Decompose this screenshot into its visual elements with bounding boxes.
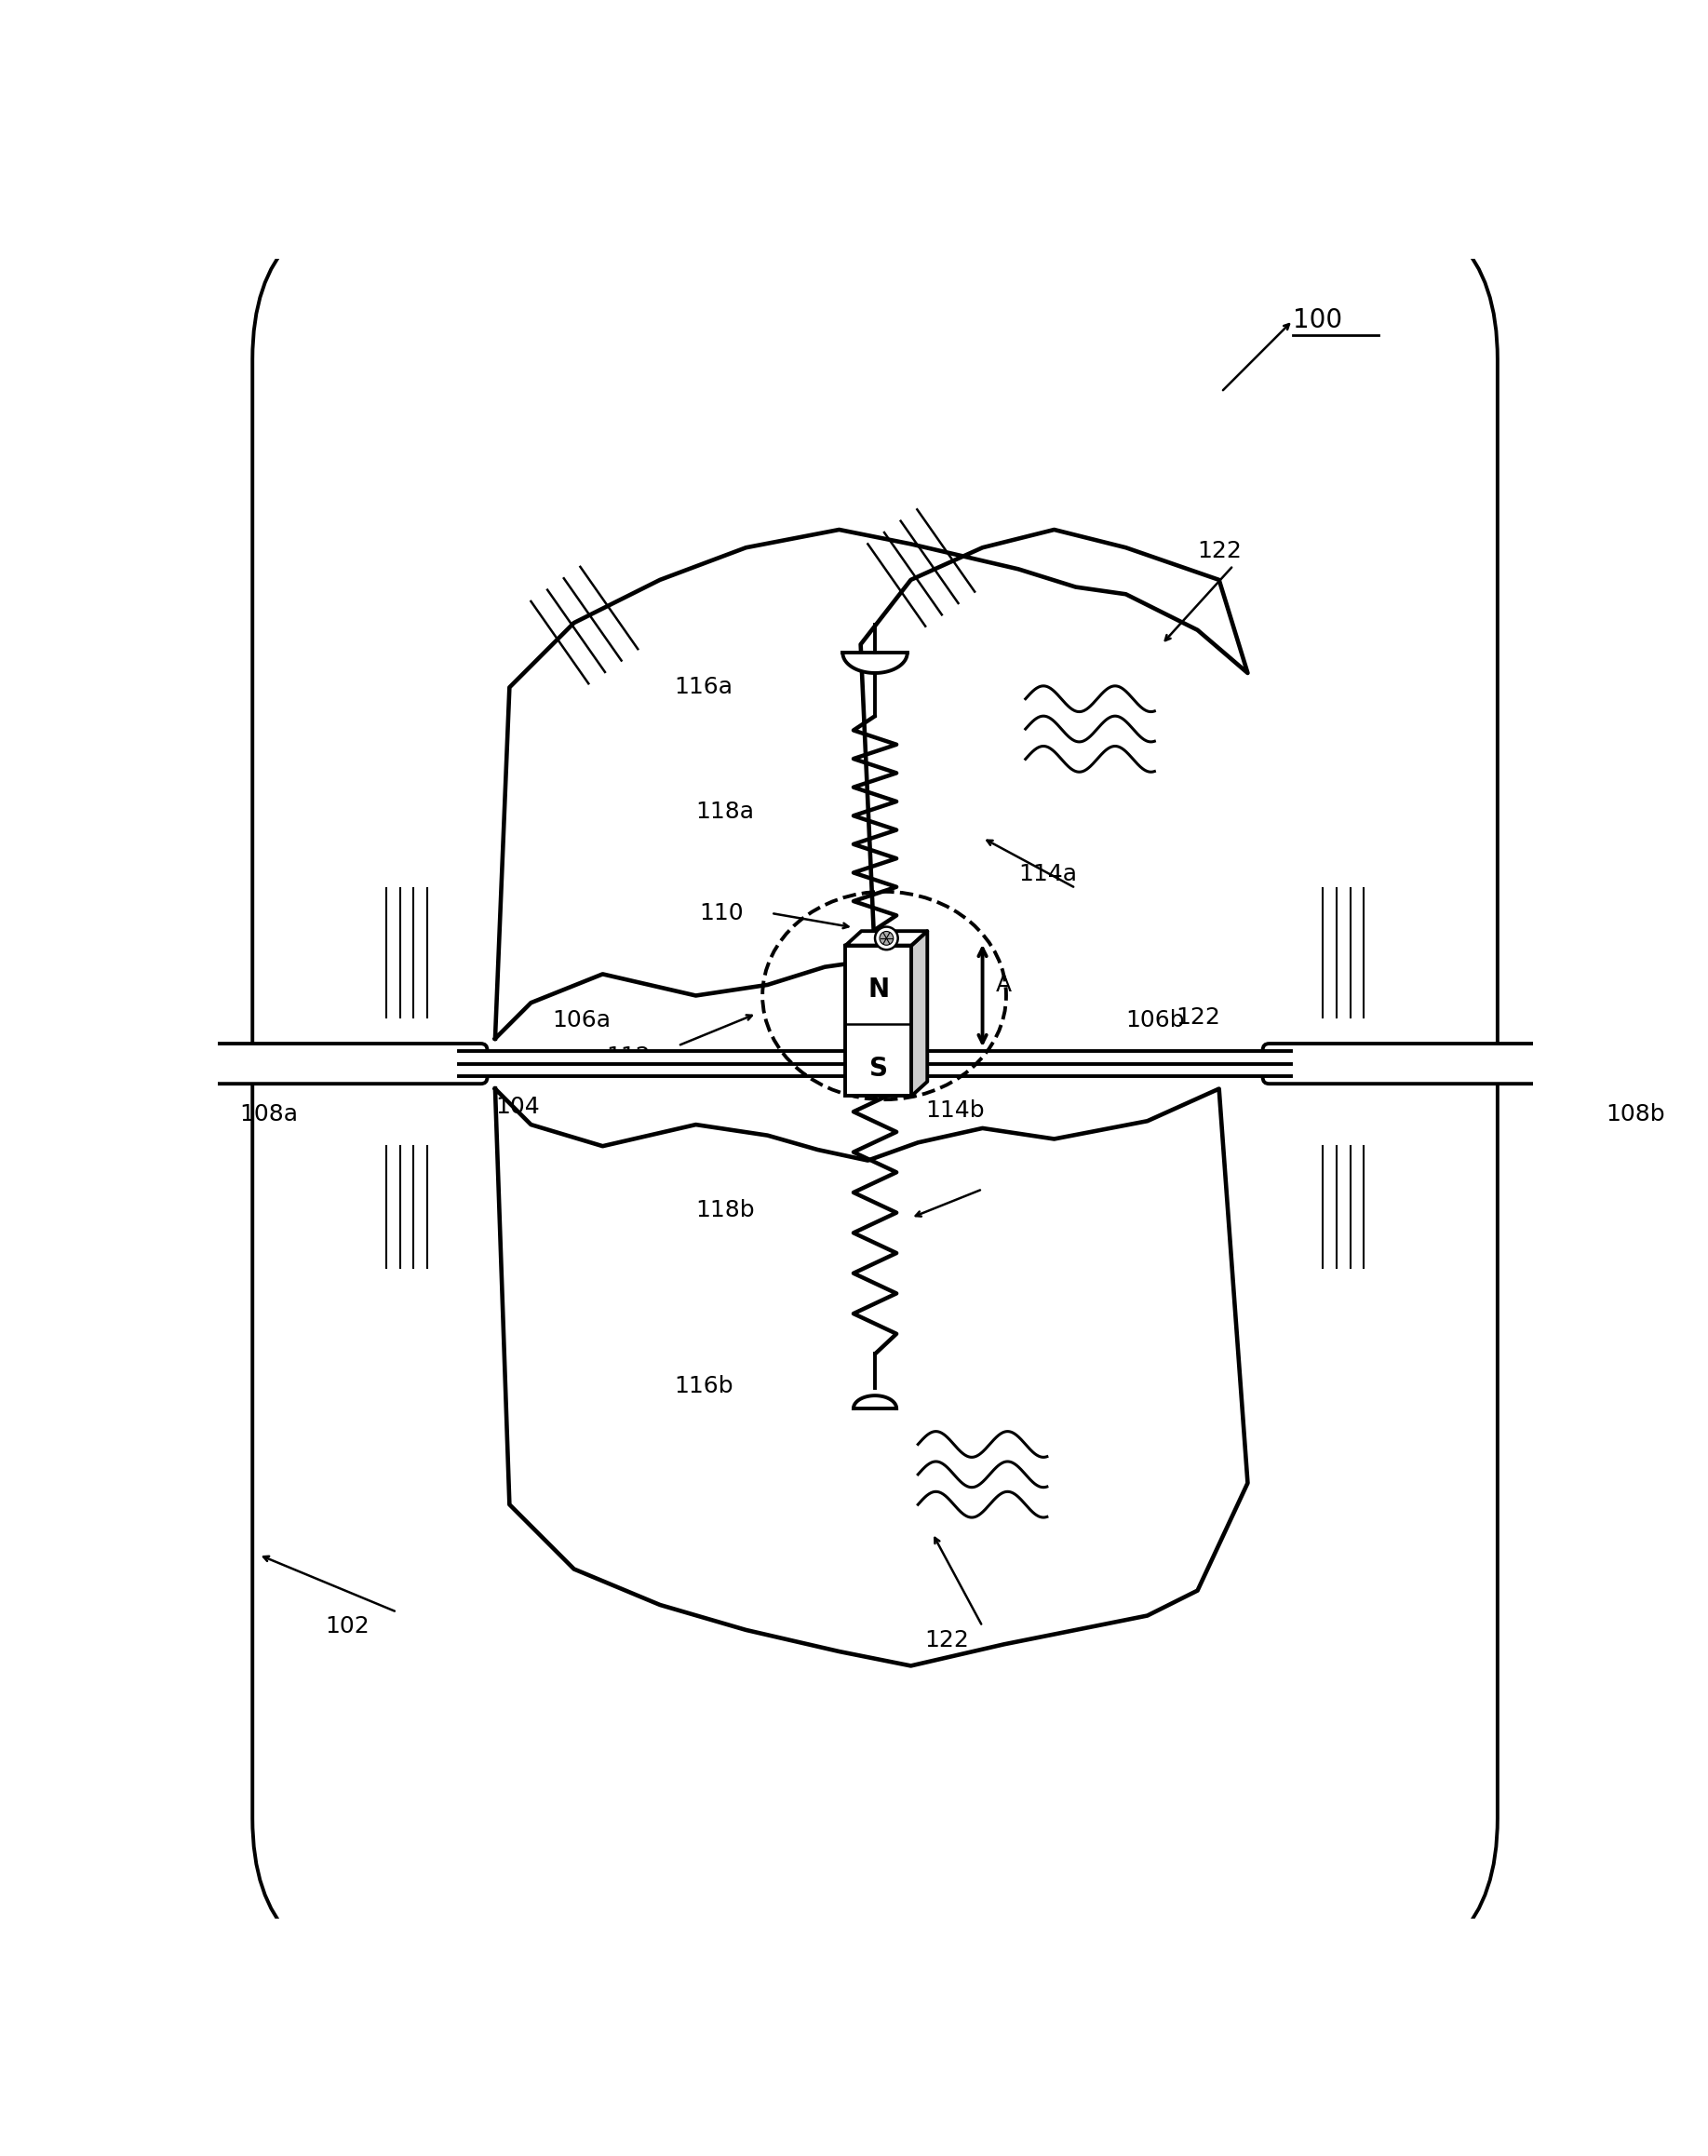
Bar [459,1052,1291,1076]
FancyBboxPatch shape [202,149,1549,2029]
Circle shape [874,927,898,951]
Text: 110: 110 [699,901,743,925]
Text: 106b: 106b [1126,1009,1185,1033]
Text: 114a: 114a [1018,862,1078,884]
Text: N: N [868,977,890,1003]
Text: 116a: 116a [675,677,733,699]
Text: 116b: 116b [675,1376,733,1397]
Text: 108a: 108a [239,1102,297,1125]
Text: 108b: 108b [1606,1102,1665,1125]
Bar [845,946,912,1095]
FancyBboxPatch shape [166,1044,487,1084]
Text: S: S [869,1056,888,1082]
Text: A: A [996,975,1011,996]
Text: 122: 122 [924,1630,968,1651]
Circle shape [880,931,893,944]
Text: 122: 122 [1177,1007,1221,1028]
Text: 104: 104 [495,1095,540,1117]
Polygon shape [912,931,927,1095]
Text: 122: 122 [1197,539,1242,563]
Polygon shape [854,1395,897,1408]
Text: 118b: 118b [695,1199,755,1220]
Polygon shape [845,931,927,946]
Text: 102: 102 [325,1615,369,1639]
Text: 118a: 118a [695,800,755,824]
Text: 100: 100 [1293,308,1342,334]
Polygon shape [842,653,907,673]
Text: 112: 112 [606,1046,651,1067]
Text: 114b: 114b [926,1100,984,1121]
Text: 106a: 106a [552,1009,611,1033]
FancyBboxPatch shape [1262,1044,1583,1084]
